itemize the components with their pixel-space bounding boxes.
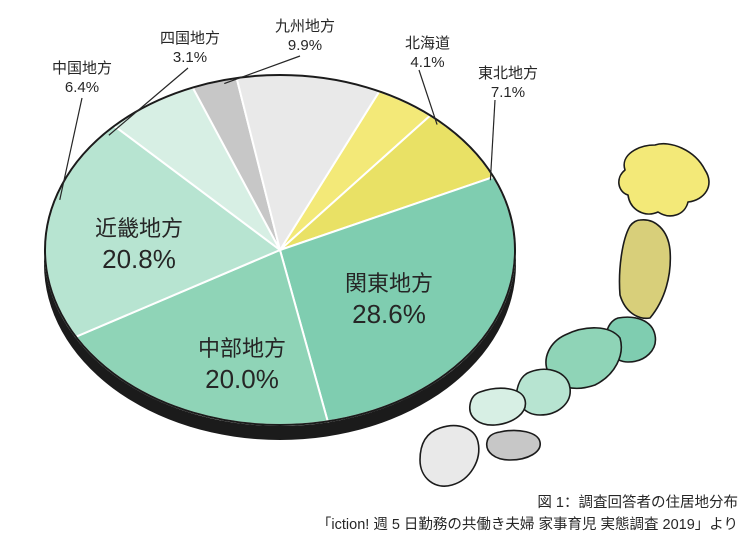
slice-label-name: 中部地方: [198, 335, 286, 363]
slice-label-name: 東北地方: [478, 65, 538, 84]
slice-label-5: 中国地方6.4%: [52, 60, 112, 98]
slice-label-name: 中国地方: [52, 60, 112, 79]
leader-line: [490, 100, 495, 180]
caption-line-2: 「iction! 週 5 日勤務の共働き夫婦 家事育児 実態調査 2019」より: [317, 513, 738, 534]
map-region-kyushu: [420, 426, 479, 486]
slice-label-6: 四国地方3.1%: [160, 30, 220, 68]
slice-label-value: 4.1%: [405, 54, 450, 73]
map-region-shikoku: [487, 430, 540, 460]
slice-label-name: 関東地方: [345, 270, 433, 298]
slice-label-3: 中部地方20.0%: [198, 335, 286, 395]
slice-label-4: 近畿地方20.8%: [95, 215, 183, 275]
slice-label-value: 28.6%: [345, 298, 433, 331]
slice-label-value: 6.4%: [52, 79, 112, 98]
slice-label-value: 20.0%: [198, 363, 286, 396]
slice-label-1: 東北地方7.1%: [478, 65, 538, 103]
chart-stage: 図 1：調査回答者の住居地分布 「iction! 週 5 日勤務の共働き夫婦 家…: [0, 0, 750, 546]
slice-label-7: 九州地方9.9%: [275, 18, 335, 56]
slice-label-name: 四国地方: [160, 30, 220, 49]
slice-label-name: 近畿地方: [95, 215, 183, 243]
slice-label-2: 関東地方28.6%: [345, 270, 433, 330]
slice-label-value: 9.9%: [275, 37, 335, 56]
slice-label-value: 7.1%: [478, 84, 538, 103]
slice-label-0: 北海道4.1%: [405, 35, 450, 73]
slice-label-value: 20.8%: [95, 243, 183, 276]
map-region-hokkaido: [619, 144, 709, 216]
map-region-chugoku: [470, 388, 526, 425]
slice-label-name: 九州地方: [275, 18, 335, 37]
slice-label-value: 3.1%: [160, 49, 220, 68]
map-region-tohoku: [619, 220, 670, 319]
caption-line-1: 図 1：調査回答者の住居地分布: [537, 491, 738, 512]
slice-label-name: 北海道: [405, 35, 450, 54]
